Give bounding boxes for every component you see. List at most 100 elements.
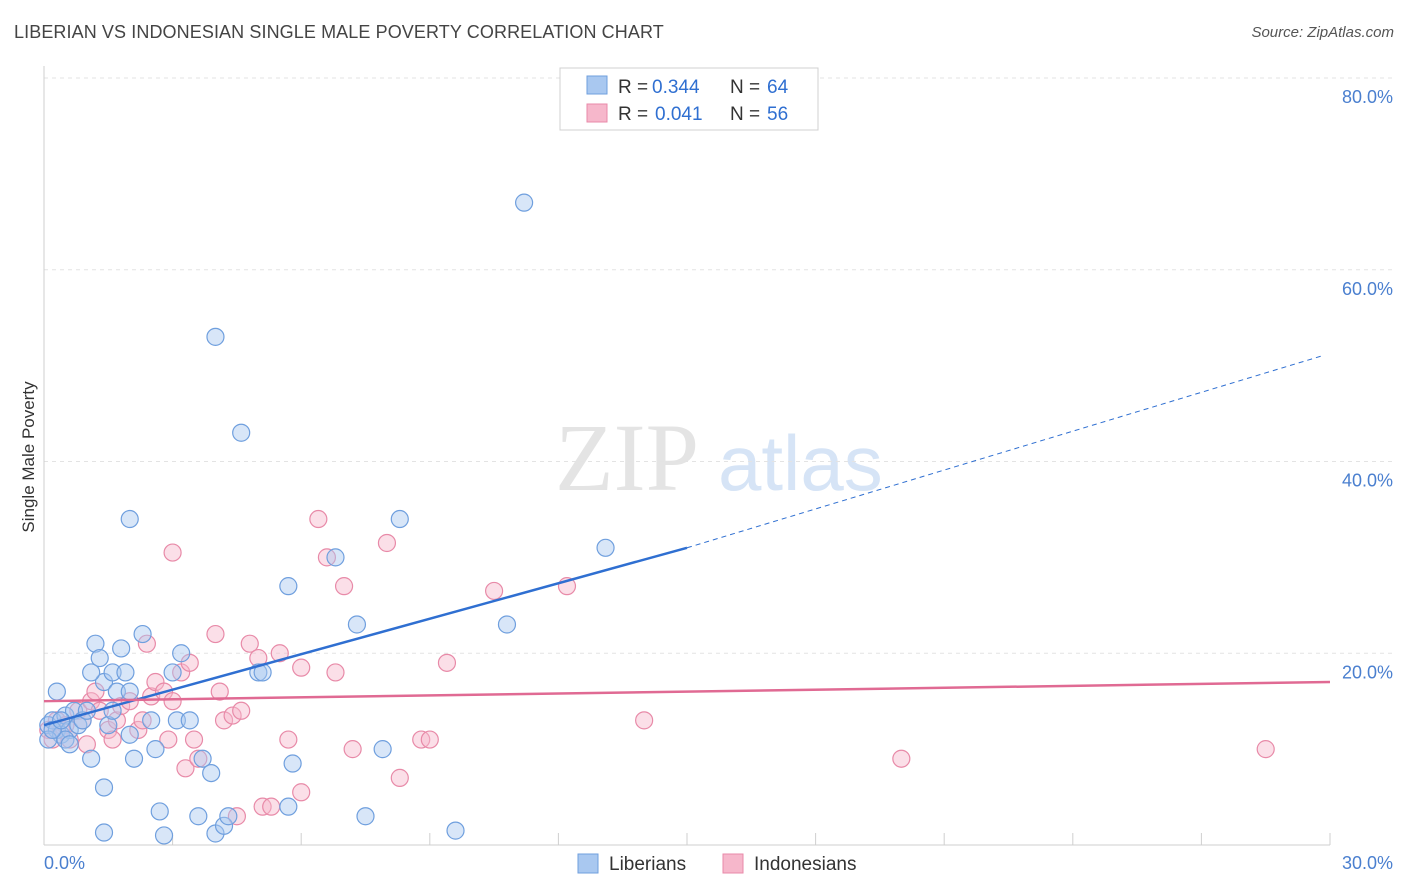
series-legend: Liberians Indonesians (577, 853, 856, 875)
indonesian-point-58 (420, 730, 439, 749)
series-legend-label-indonesian: Indonesians (754, 854, 856, 875)
y-tick-label-40: 40.0% (1342, 471, 1393, 491)
liberian-point-38 (193, 749, 212, 768)
liberian-point-58 (515, 193, 534, 212)
x-tick-label-min: 0.0% (44, 853, 85, 873)
y-tick-label-20: 20.0% (1342, 662, 1393, 682)
liberian-point-21 (116, 663, 135, 682)
gridlines (44, 77, 1393, 654)
watermark-atlas: atlas (718, 419, 883, 507)
liberian-point-53 (356, 807, 375, 826)
legend-n-label-1: N = (730, 77, 760, 98)
indonesian-points (39, 509, 1275, 826)
indonesian-point-19 (137, 634, 156, 653)
indonesian-point-55 (892, 749, 911, 768)
liberian-point-44 (206, 327, 225, 346)
liberian-point-14 (86, 634, 105, 653)
watermark-zip: ZIP (555, 404, 699, 511)
indonesian-point-28 (184, 730, 204, 749)
liberian-point-60 (39, 730, 58, 749)
liberian-point-26 (120, 725, 139, 744)
x-tick-marks (43, 833, 1331, 845)
chart-title: LIBERIAN VS INDONESIAN SINGLE MALE POVER… (14, 22, 664, 42)
indonesian-point-57 (163, 543, 182, 562)
liberian-point-35 (172, 644, 191, 663)
indonesian-point-41 (279, 730, 298, 749)
indonesian-point-40 (270, 644, 289, 663)
liberian-point-13 (82, 749, 101, 768)
indonesian-point-13 (103, 730, 122, 749)
liberian-point-57 (497, 615, 517, 634)
indonesian-point-42 (292, 658, 311, 677)
indonesian-point-48 (377, 533, 397, 553)
indonesian-point-59 (292, 783, 311, 802)
indonesian-point-43 (309, 509, 328, 529)
indonesian-point-31 (210, 682, 229, 701)
liberian-point-10 (60, 735, 79, 754)
liberian-point-39 (202, 763, 221, 783)
indonesian-point-14 (107, 711, 126, 730)
y-axis-label: Single Male Poverty (19, 381, 38, 533)
liberian-point-23 (82, 663, 101, 682)
indonesian-point-33 (223, 706, 242, 725)
indonesian-point-32 (214, 711, 234, 730)
indonesian-point-51 (437, 653, 457, 672)
liberian-point-17 (99, 716, 118, 735)
series-legend-swatch-liberian (577, 853, 599, 874)
indonesian-trend-line (43, 680, 1331, 703)
indonesian-point-23 (159, 730, 178, 749)
series-legend-swatch-indonesian (722, 853, 744, 874)
liberian-point-31 (150, 802, 169, 821)
indonesian-point-52 (485, 581, 504, 601)
liberian-point-55 (390, 509, 409, 529)
y-tick-label-80: 80.0% (1342, 87, 1393, 107)
indonesian-point-26 (176, 759, 195, 778)
indonesian-point-45 (326, 663, 345, 682)
liberian-point-32 (154, 826, 174, 845)
liberian-point-36 (180, 711, 199, 730)
indonesian-point-35 (232, 701, 251, 720)
liberian-point-18 (103, 663, 122, 682)
legend-r-value-2: 0.041 (655, 104, 703, 125)
liberian-point-15 (90, 648, 109, 668)
indonesian-point-30 (206, 624, 225, 644)
legend-swatch-indonesian (586, 103, 608, 123)
liberian-point-22 (120, 682, 139, 701)
x-tick-label-max: 30.0% (1342, 853, 1393, 873)
liberian-point-52 (347, 615, 367, 634)
liberian-point-56 (446, 821, 465, 840)
liberian-point-24 (94, 778, 114, 797)
y-tick-label-60: 60.0% (1342, 279, 1393, 299)
liberian-point-59 (596, 538, 615, 557)
liberian-point-28 (133, 624, 152, 644)
trend-lines (43, 355, 1331, 727)
liberian-point-51 (326, 548, 345, 567)
liberian-point-34 (167, 711, 186, 730)
indonesian-point-5 (60, 730, 79, 749)
liberian-point-45 (232, 423, 251, 442)
liberian-point-43 (120, 509, 139, 529)
liberian-point-33 (163, 663, 182, 682)
indonesian-point-47 (343, 740, 362, 759)
indonesian-point-49 (390, 768, 409, 787)
legend-swatch-liberian (586, 75, 608, 95)
liberian-point-20 (112, 639, 131, 658)
legend-n-value-1: 64 (767, 77, 789, 98)
series-legend-label-liberian: Liberians (609, 854, 686, 875)
liberian-point-27 (124, 749, 144, 768)
liberian-point-37 (189, 807, 208, 826)
liberian-point-48 (279, 577, 298, 596)
indonesian-point-39 (262, 797, 281, 816)
liberian-point-41 (214, 816, 234, 835)
indonesian-point-54 (635, 711, 654, 730)
liberian-point-30 (146, 740, 165, 759)
legend-r-label-1: R = (618, 77, 648, 98)
indonesian-point-36 (240, 634, 259, 653)
indonesian-point-17 (129, 720, 148, 740)
indonesian-point-29 (189, 749, 208, 768)
liberian-trend-extension (686, 355, 1322, 549)
y-tick-labels: 20.0% 40.0% 60.0% 80.0% (1342, 87, 1393, 682)
legend-r-value-1: 0.344 (652, 77, 700, 98)
indonesian-point-24 (163, 692, 182, 711)
